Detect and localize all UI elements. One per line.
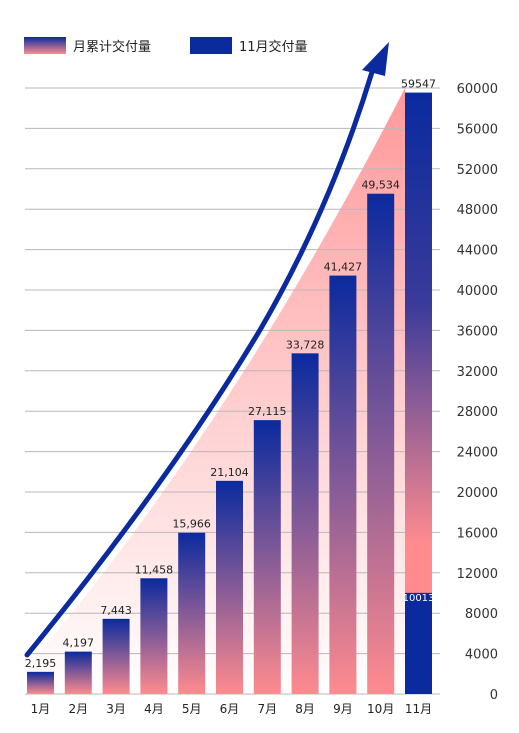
data-label-cumulative-8: 33,728 xyxy=(286,338,325,351)
data-label-cumulative-9: 41,427 xyxy=(324,261,363,274)
legend-swatch-november xyxy=(190,37,232,54)
data-label-cumulative-4: 11,458 xyxy=(135,563,174,576)
y-tick-4: 16000 xyxy=(457,526,498,541)
x-label-8: 8月 xyxy=(295,702,315,716)
data-label-cumulative-1: 2,195 xyxy=(25,657,57,670)
x-label-2: 2月 xyxy=(68,702,88,716)
x-label-7: 7月 xyxy=(257,702,277,716)
y-tick-11: 44000 xyxy=(457,244,498,259)
x-label-10: 10月 xyxy=(367,702,394,716)
bar-cumulative-7 xyxy=(253,420,281,694)
bar-cumulative-3 xyxy=(102,618,130,694)
x-label-11: 11月 xyxy=(405,702,432,716)
y-axis-ticks: 0 4000 8000 12000 16000 20000 24000 28000 32000 3… xyxy=(457,82,498,703)
data-label-cumulative-6: 21,104 xyxy=(210,466,249,479)
trend-arrowhead xyxy=(362,42,389,76)
y-tick-3: 12000 xyxy=(457,567,498,582)
y-tick-8: 32000 xyxy=(457,365,498,380)
bar-cumulative-1 xyxy=(27,671,54,694)
x-label-5: 5月 xyxy=(182,702,202,716)
y-tick-1: 4000 xyxy=(465,648,498,663)
y-tick-10: 40000 xyxy=(457,284,498,299)
y-tick-14: 56000 xyxy=(457,122,498,137)
legend-swatch-cumulative xyxy=(24,37,66,54)
legend-label-cumulative: 月累计交付量 xyxy=(73,39,151,55)
data-label-cumulative-7: 27,115 xyxy=(248,405,287,418)
data-label-cumulative-5: 15,966 xyxy=(172,518,211,531)
data-label-cumulative-2: 4,197 xyxy=(63,637,95,650)
y-tick-2: 8000 xyxy=(465,607,498,622)
y-tick-15: 60000 xyxy=(457,82,498,97)
trend-curve xyxy=(24,69,375,658)
y-tick-7: 28000 xyxy=(457,405,498,420)
data-label-cumulative-11: 59547 xyxy=(401,78,436,91)
bar-cumulative-2 xyxy=(64,651,92,694)
bar-november-11 xyxy=(405,592,432,694)
y-tick-12: 48000 xyxy=(457,203,498,218)
x-label-6: 6月 xyxy=(220,702,240,716)
legend: 月累计交付量 11月交付量 xyxy=(24,37,308,55)
x-axis-labels: 1月 2月 3月 4月 5月 6月 7月 8月 9月 10月 11月 xyxy=(31,702,432,716)
legend-label-november: 11月交付量 xyxy=(239,39,308,55)
bar-cumulative-6 xyxy=(216,480,243,694)
bar-cumulative-9 xyxy=(329,275,357,694)
bar-cumulative-10 xyxy=(367,193,395,694)
bar-cumulative-4 xyxy=(140,578,168,694)
y-tick-6: 24000 xyxy=(457,446,498,461)
x-label-9: 9月 xyxy=(333,702,353,716)
trend-arrow xyxy=(24,42,389,658)
y-tick-5: 20000 xyxy=(457,486,498,501)
y-tick-13: 52000 xyxy=(457,163,498,178)
x-label-3: 3月 xyxy=(106,702,126,716)
bars xyxy=(27,92,432,694)
bar-cumulative-8 xyxy=(291,353,319,694)
data-label-cumulative-3: 7,443 xyxy=(100,604,132,617)
x-label-4: 4月 xyxy=(144,702,164,716)
data-label-november-11: 10013 xyxy=(403,593,435,604)
y-tick-9: 36000 xyxy=(457,324,498,339)
bar-cumulative-5 xyxy=(178,532,206,694)
y-tick-0: 0 xyxy=(490,688,498,703)
data-labels: 2,195 4,197 7,443 11,458 15,966 21,104 27,115 3… xyxy=(25,78,436,670)
data-label-cumulative-10: 49,534 xyxy=(361,179,400,192)
x-label-1: 1月 xyxy=(31,702,51,716)
